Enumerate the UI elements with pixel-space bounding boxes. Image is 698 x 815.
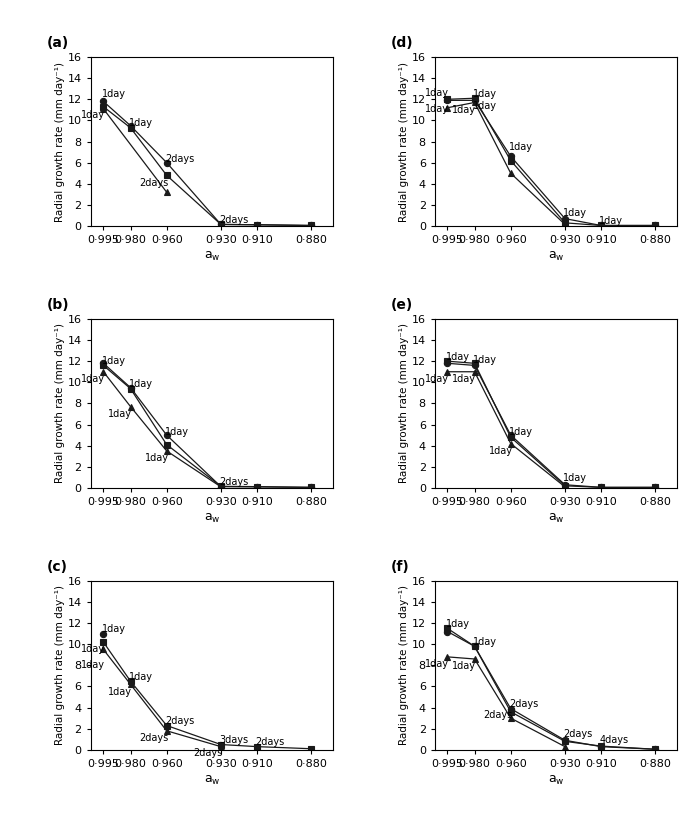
Text: a$_\mathrm{w}$: a$_\mathrm{w}$: [204, 512, 220, 525]
Text: 1day: 1day: [452, 105, 476, 115]
Text: 1day: 1day: [489, 446, 512, 456]
Text: 1day: 1day: [81, 374, 105, 384]
Text: 1day: 1day: [473, 355, 497, 365]
Y-axis label: Radial growth rate (mm day⁻¹): Radial growth rate (mm day⁻¹): [399, 61, 409, 222]
Text: 2days: 2days: [193, 748, 223, 758]
Text: 1day: 1day: [445, 619, 470, 629]
Text: 1day: 1day: [81, 645, 105, 654]
Text: 3days: 3days: [219, 735, 248, 745]
Y-axis label: Radial growth rate (mm day⁻¹): Radial growth rate (mm day⁻¹): [55, 61, 65, 222]
Text: 1day: 1day: [108, 409, 133, 419]
Text: a$_\mathrm{w}$: a$_\mathrm{w}$: [548, 512, 564, 525]
Text: a$_\mathrm{w}$: a$_\mathrm{w}$: [548, 773, 564, 786]
Text: 2days: 2days: [165, 155, 194, 165]
Text: 1day: 1day: [128, 380, 153, 390]
Text: 2days: 2days: [219, 214, 248, 225]
Text: (c): (c): [47, 560, 68, 574]
Text: 2days: 2days: [255, 738, 285, 747]
Text: (a): (a): [47, 37, 69, 51]
Text: 1day: 1day: [509, 142, 533, 152]
Text: 2days: 2days: [139, 178, 168, 187]
Text: 1day: 1day: [128, 672, 153, 682]
Text: 2days: 2days: [483, 710, 512, 720]
Text: 1day: 1day: [102, 356, 126, 366]
Text: 2days: 2days: [219, 477, 248, 487]
Text: (d): (d): [391, 37, 414, 51]
Text: 1day: 1day: [108, 687, 133, 697]
Text: 1day: 1day: [81, 110, 105, 120]
Text: 1day: 1day: [128, 117, 153, 127]
Text: 2days: 2days: [165, 716, 194, 726]
Text: (f): (f): [391, 560, 410, 574]
Text: (b): (b): [47, 298, 70, 312]
Text: 1day: 1day: [452, 662, 476, 672]
Text: 1day: 1day: [563, 474, 587, 483]
Text: 1day: 1day: [445, 352, 470, 362]
Y-axis label: Radial growth rate (mm day⁻¹): Radial growth rate (mm day⁻¹): [55, 585, 65, 746]
Text: 2days: 2days: [509, 699, 538, 709]
Text: (e): (e): [391, 298, 413, 312]
Text: 2days: 2days: [139, 734, 168, 743]
Text: a$_\mathrm{w}$: a$_\mathrm{w}$: [204, 773, 220, 786]
Text: 1day: 1day: [144, 453, 168, 464]
Text: 1day: 1day: [473, 89, 497, 99]
Text: 1day: 1day: [165, 427, 189, 437]
Text: 1day: 1day: [425, 88, 450, 98]
Text: a$_\mathrm{w}$: a$_\mathrm{w}$: [548, 249, 564, 262]
Text: 2days: 2days: [563, 729, 593, 739]
Text: 1day: 1day: [473, 100, 497, 111]
Text: 1day: 1day: [563, 209, 587, 218]
Text: 1day: 1day: [81, 660, 105, 670]
Text: 1day: 1day: [452, 374, 476, 384]
Text: 1day: 1day: [425, 374, 450, 384]
Text: 1day: 1day: [102, 624, 126, 634]
Text: 1day: 1day: [600, 216, 623, 226]
Text: 1day: 1day: [509, 427, 533, 437]
Text: 1day: 1day: [425, 104, 450, 114]
Text: a$_\mathrm{w}$: a$_\mathrm{w}$: [204, 249, 220, 262]
Y-axis label: Radial growth rate (mm day⁻¹): Radial growth rate (mm day⁻¹): [399, 324, 409, 483]
Y-axis label: Radial growth rate (mm day⁻¹): Radial growth rate (mm day⁻¹): [55, 324, 65, 483]
Text: 1day: 1day: [425, 659, 450, 669]
Text: 1day: 1day: [102, 89, 126, 99]
Text: 1day: 1day: [473, 637, 497, 647]
Text: 4days: 4days: [600, 735, 628, 745]
Y-axis label: Radial growth rate (mm day⁻¹): Radial growth rate (mm day⁻¹): [399, 585, 409, 746]
